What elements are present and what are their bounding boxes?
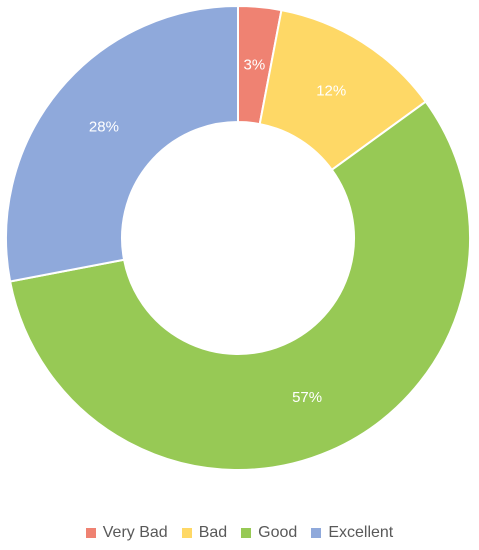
legend-label-good: Good xyxy=(258,524,298,541)
legend-item-excellent: Excellent xyxy=(311,524,393,542)
data-label-very-bad: 3% xyxy=(244,56,266,73)
legend-label-excellent: Excellent xyxy=(328,524,394,541)
slice-excellent xyxy=(5,4,239,283)
legend-item-good: Good xyxy=(241,524,297,542)
legend-item-bad: Bad xyxy=(181,524,228,542)
legend-swatch-excellent xyxy=(311,528,322,538)
legend-label-bad: Bad xyxy=(198,524,228,541)
donut-chart: 3% 12% 57% 28% xyxy=(5,4,471,471)
data-label-excellent: 28% xyxy=(89,119,119,136)
data-label-bad: 12% xyxy=(316,83,346,100)
legend-swatch-good xyxy=(241,528,252,538)
legend-swatch-bad xyxy=(181,528,192,538)
slice-good xyxy=(8,100,471,471)
legend-swatch-very-bad xyxy=(85,528,96,538)
data-label-good: 57% xyxy=(292,389,322,406)
legend-label-very-bad: Very Bad xyxy=(102,524,168,541)
chart-legend: Very Bad Bad Good Excellent xyxy=(0,522,479,544)
legend-item-very-bad: Very Bad xyxy=(85,524,168,542)
